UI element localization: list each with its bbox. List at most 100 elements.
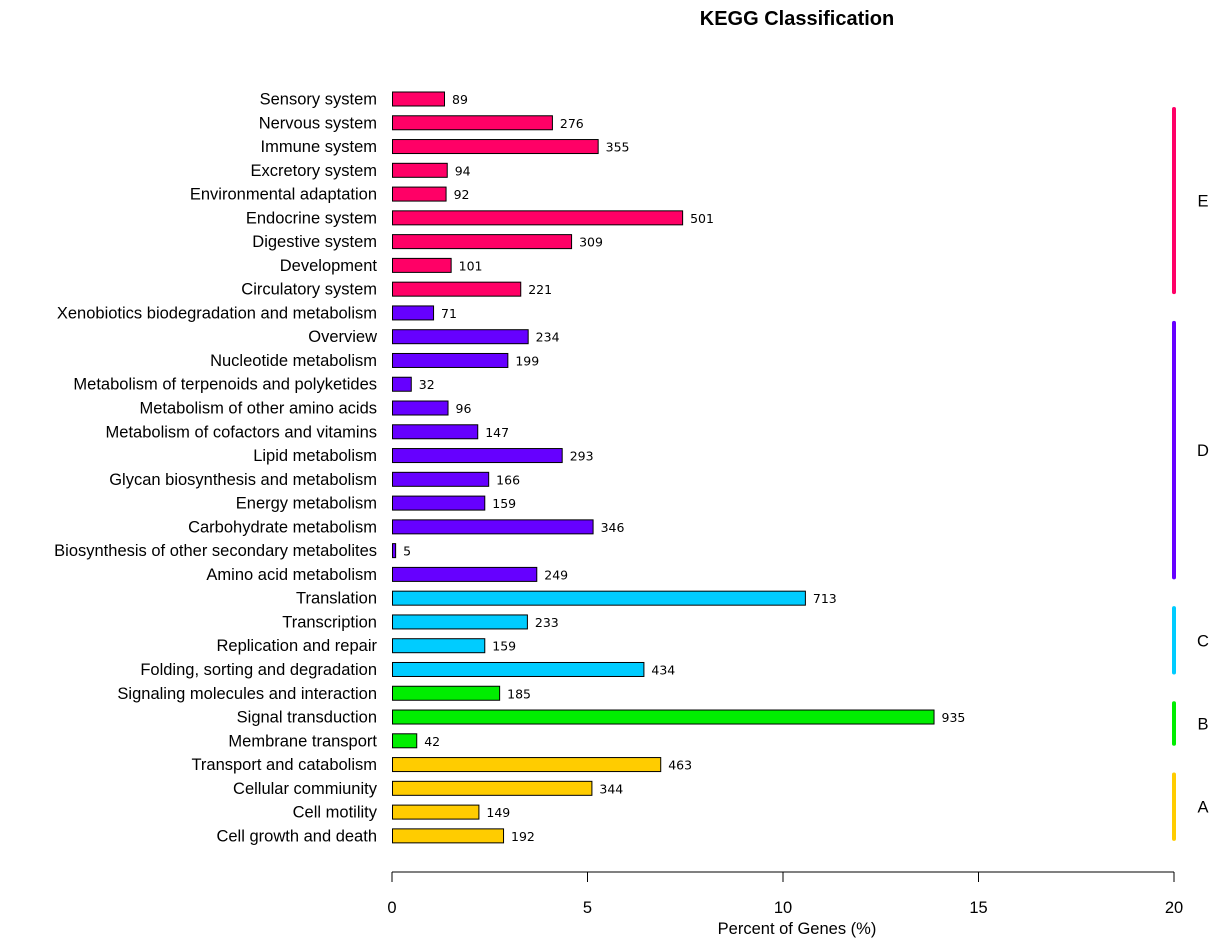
- category-label: Transport and catabolism: [191, 756, 377, 774]
- bar: [392, 780, 593, 796]
- bar: [392, 471, 490, 487]
- category-label: Biosynthesis of other secondary metaboli…: [54, 542, 377, 560]
- bar: [392, 210, 684, 226]
- group-label: B: [1197, 716, 1208, 734]
- category-label: Nervous system: [259, 114, 377, 132]
- category-label: Lipid metabolism: [253, 447, 377, 465]
- bar: [392, 543, 397, 559]
- bar: [392, 139, 599, 155]
- x-axis: 0 5 10 15 20: [387, 871, 1183, 917]
- category-label: Xenobiotics biodegradation and metabolis…: [57, 304, 377, 322]
- category-label: Carbohydrate metabolism: [188, 518, 377, 536]
- bar-value-label: 92: [454, 187, 470, 202]
- category-label: Signaling molecules and interaction: [117, 685, 377, 703]
- bar-value-label: 234: [536, 330, 560, 345]
- bar: [392, 661, 645, 677]
- category-label: Folding, sorting and degradation: [140, 661, 377, 679]
- category-label: Glycan biosynthesis and metabolism: [109, 471, 377, 489]
- category-label: Sensory system: [260, 91, 377, 109]
- bar: [392, 162, 448, 178]
- group-label: C: [1197, 632, 1209, 650]
- category-label: Cellular commiunity: [233, 780, 378, 798]
- bar: [392, 305, 435, 321]
- group-label: D: [1197, 442, 1209, 460]
- bar-value-label: 185: [507, 686, 531, 701]
- bar: [392, 757, 662, 773]
- bar-value-label: 159: [492, 496, 516, 511]
- group-brackets: E D C B A: [1172, 107, 1209, 841]
- bar: [392, 685, 501, 701]
- category-label: Overview: [308, 328, 377, 346]
- category-label: Nucleotide metabolism: [210, 352, 377, 370]
- bar-value-label: 221: [528, 282, 552, 297]
- bar: [392, 186, 447, 202]
- chart-title: KEGG Classification: [700, 8, 895, 30]
- category-label: Amino acid metabolism: [206, 566, 377, 584]
- bar-value-label: 159: [492, 639, 516, 654]
- bar: [392, 566, 538, 582]
- bar: [392, 614, 528, 630]
- bar: [392, 91, 446, 107]
- bar-value-label: 501: [690, 211, 714, 226]
- bar-value-label: 344: [599, 781, 623, 796]
- bar-value-label: 346: [601, 520, 625, 535]
- bar-value-label: 192: [511, 829, 535, 844]
- category-label: Transcription: [282, 613, 377, 631]
- bar: [392, 828, 505, 844]
- bar: [392, 376, 412, 392]
- bar-value-label: 276: [560, 116, 584, 131]
- bar-value-label: 96: [456, 401, 472, 416]
- x-tick-label: 10: [774, 899, 792, 917]
- bar-value-label: 42: [424, 734, 440, 749]
- category-label: Environmental adaptation: [190, 186, 377, 204]
- bar-value-label: 713: [813, 591, 837, 606]
- bar-value-label: 149: [486, 805, 510, 820]
- bar: [392, 424, 479, 440]
- category-label: Metabolism of cofactors and vitamins: [106, 423, 377, 441]
- bar: [392, 234, 573, 250]
- bar: [392, 281, 522, 297]
- group-label: A: [1197, 799, 1208, 817]
- bar: [392, 495, 486, 511]
- category-label: Excretory system: [250, 162, 377, 180]
- category-label: Metabolism of other amino acids: [139, 400, 377, 418]
- x-tick-label: 0: [387, 899, 396, 917]
- category-label: Energy metabolism: [236, 495, 377, 513]
- category-label: Signal transduction: [237, 709, 377, 727]
- bar: [392, 329, 529, 345]
- category-label: Development: [280, 257, 378, 275]
- bar-value-label: 89: [452, 92, 468, 107]
- category-label: Digestive system: [252, 233, 377, 251]
- category-label: Cell motility: [293, 804, 378, 822]
- bar: [392, 448, 563, 464]
- bar: [392, 400, 449, 416]
- x-tick-label: 15: [969, 899, 987, 917]
- bar-value-label: 147: [485, 425, 509, 440]
- bar: [392, 638, 486, 654]
- bar: [392, 257, 452, 273]
- bar-value-label: 199: [515, 353, 539, 368]
- bar-value-label: 309: [579, 235, 603, 250]
- group-label: E: [1197, 193, 1208, 211]
- bar-value-label: 32: [419, 377, 435, 392]
- category-label: Cell growth and death: [216, 827, 377, 845]
- bar-value-label: 463: [668, 758, 692, 773]
- bar-value-label: 935: [942, 710, 966, 725]
- bar: [392, 352, 509, 368]
- bar-value-label: 71: [441, 306, 457, 321]
- bar: [392, 590, 806, 606]
- bar-value-label: 101: [459, 258, 483, 273]
- bar-value-label: 166: [496, 472, 520, 487]
- bar: [392, 519, 594, 535]
- bar: [392, 804, 480, 820]
- category-label: Replication and repair: [216, 637, 377, 655]
- bar: [392, 115, 553, 131]
- bar-value-label: 94: [455, 163, 471, 178]
- category-label: Circulatory system: [241, 281, 377, 299]
- category-label: Endocrine system: [246, 209, 377, 227]
- category-label: Metabolism of terpenoids and polyketides: [73, 376, 377, 394]
- x-axis-label: Percent of Genes (%): [718, 920, 877, 938]
- bar-value-label: 434: [651, 662, 675, 677]
